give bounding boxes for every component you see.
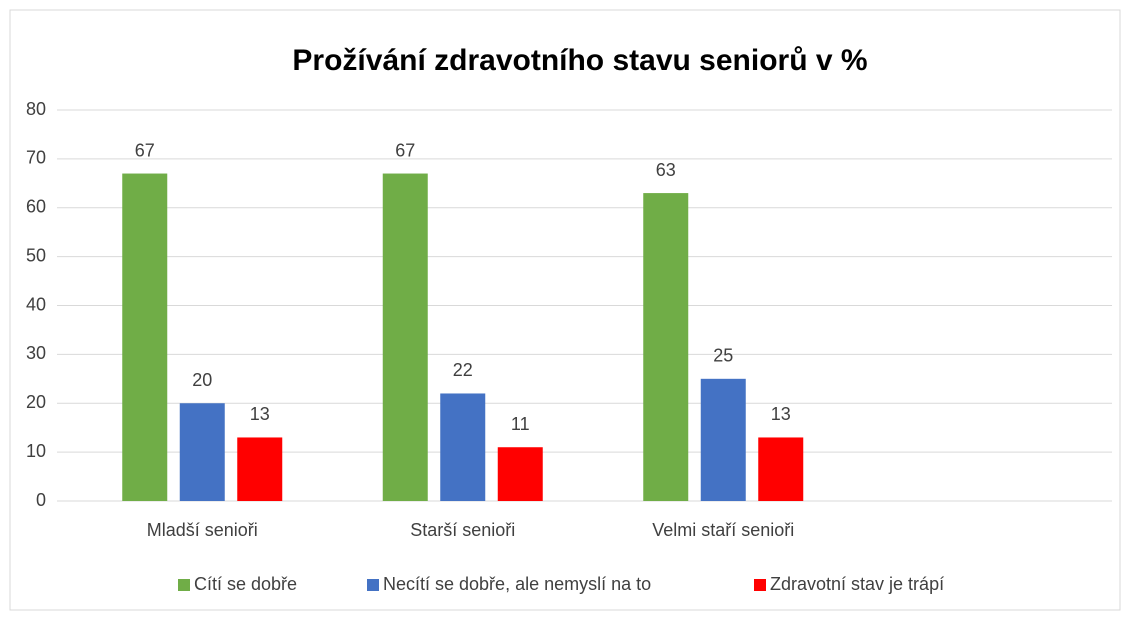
- legend-label: Cítí se dobře: [194, 574, 297, 594]
- legend-swatch: [178, 579, 190, 591]
- data-label: 63: [656, 160, 676, 180]
- bar: [440, 393, 486, 501]
- data-label: 67: [395, 140, 415, 160]
- y-tick-label: 10: [26, 441, 46, 461]
- y-tick-label: 80: [26, 99, 46, 119]
- bar: [122, 173, 168, 501]
- data-label: 67: [135, 140, 155, 160]
- legend-label: Zdravotní stav je trápí: [770, 574, 944, 594]
- data-label: 13: [771, 404, 791, 424]
- x-tick-label: Starší senioři: [410, 520, 515, 540]
- chart-title: Prožívání zdravotního stavu seniorů v %: [292, 44, 867, 77]
- legend-label: Necítí se dobře, ale nemyslí na to: [383, 574, 651, 594]
- y-tick-label: 40: [26, 294, 46, 314]
- data-label: 25: [713, 346, 733, 366]
- bar: [237, 437, 283, 501]
- y-tick-label: 20: [26, 392, 46, 412]
- y-tick-label: 50: [26, 245, 46, 265]
- bar: [382, 173, 428, 501]
- bar: [179, 403, 225, 501]
- legend-swatch: [367, 579, 379, 591]
- data-label: 22: [453, 360, 473, 380]
- y-tick-label: 60: [26, 197, 46, 217]
- x-tick-label: Mladší senioři: [147, 520, 258, 540]
- bar: [497, 447, 543, 501]
- data-label: 13: [250, 404, 270, 424]
- y-tick-label: 0: [36, 490, 46, 510]
- y-tick-label: 70: [26, 148, 46, 168]
- data-label: 20: [192, 370, 212, 390]
- y-tick-label: 30: [26, 343, 46, 363]
- x-tick-label: Velmi staří senioři: [652, 520, 794, 540]
- legend-swatch: [754, 579, 766, 591]
- bar: [700, 378, 746, 501]
- bar: [643, 193, 689, 501]
- bar: [758, 437, 804, 501]
- data-label: 11: [511, 414, 530, 434]
